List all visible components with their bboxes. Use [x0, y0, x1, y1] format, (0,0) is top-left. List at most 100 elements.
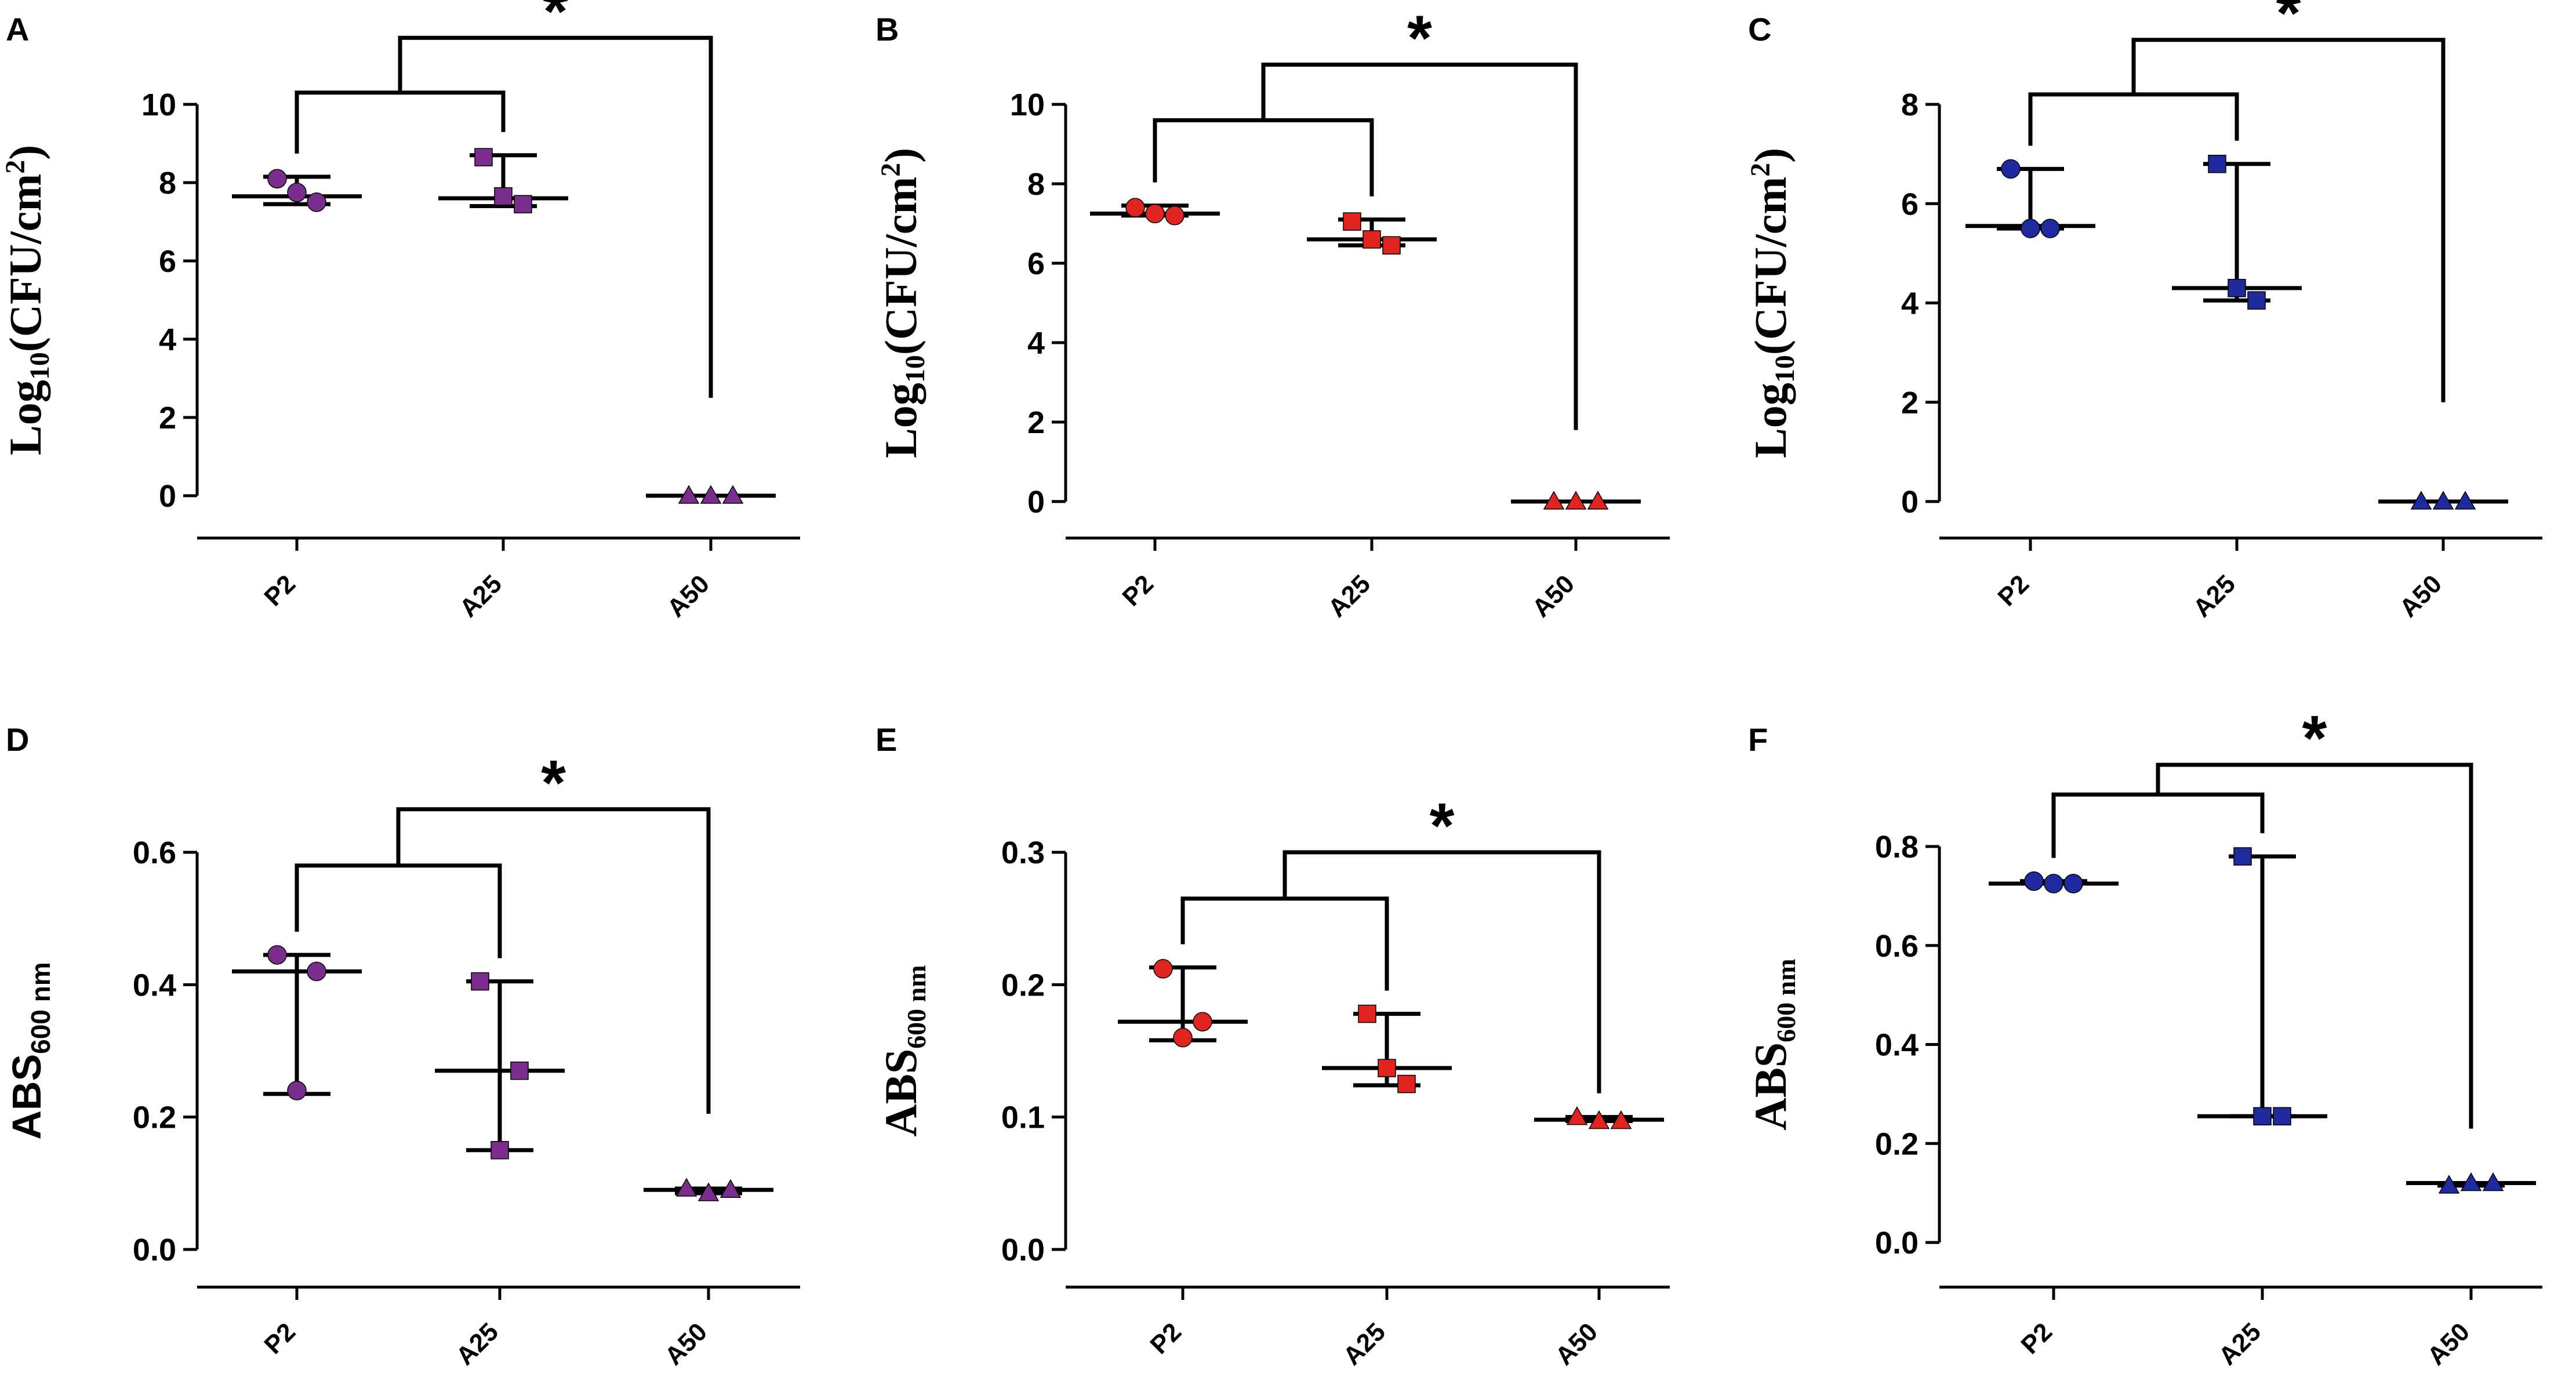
data-point-a25 — [2273, 1107, 2291, 1126]
y-tick-label: 0.6 — [133, 835, 176, 870]
panel-letter: B — [875, 11, 899, 48]
y-tick-label: 0.2 — [1875, 1127, 1919, 1161]
data-point-p2 — [1125, 198, 1145, 217]
data-point-a25 — [1382, 236, 1401, 255]
data-point-a50 — [2438, 1175, 2460, 1194]
data-point-a50 — [720, 1179, 742, 1198]
y-axis-title: Log10(CFU/cm2) — [1745, 148, 1800, 459]
data-point-a25 — [2247, 291, 2266, 310]
y-tick-label: 2 — [159, 401, 176, 435]
data-point-a50 — [722, 485, 744, 504]
bracket-group-a50 — [2156, 762, 2473, 1129]
y-tick-label: 0.3 — [1001, 835, 1045, 870]
data-point-p2 — [2063, 874, 2083, 893]
y-tick-label: 0.6 — [1875, 929, 1919, 964]
y-axis-title: ABS600 nm — [4, 962, 56, 1139]
data-point-a50 — [2454, 491, 2476, 510]
y-tick-label: 8 — [159, 166, 176, 201]
bracket-group-a50 — [2131, 38, 2446, 402]
data-point-p2 — [2024, 871, 2044, 891]
data-point-p2 — [307, 961, 326, 982]
data-point-a25 — [491, 1141, 509, 1160]
data-point-p2 — [307, 192, 326, 212]
y-axis-title: Log10(CFU/cm2) — [875, 148, 931, 459]
panel-letter: D — [6, 721, 29, 758]
y-tick-label: 0.0 — [1875, 1226, 1919, 1260]
y-axis-title: ABS600 nm — [875, 965, 931, 1136]
significance-star: * — [2276, 0, 2301, 49]
data-point-a25 — [2253, 1107, 2272, 1126]
data-point-p2 — [2021, 219, 2040, 238]
data-point-p2 — [1165, 206, 1185, 226]
y-tick-label: 8 — [1027, 167, 1045, 202]
data-point-a50 — [675, 1178, 697, 1197]
data-point-a25 — [510, 1062, 529, 1080]
data-point-a50 — [1566, 1106, 1588, 1125]
data-point-a50 — [697, 1182, 720, 1201]
bracket-group-a50 — [398, 35, 713, 398]
data-point-p2 — [1145, 204, 1165, 224]
data-point-a25 — [2208, 155, 2226, 173]
y-tick-label: 0.4 — [1875, 1028, 1919, 1063]
data-point-p2 — [287, 1081, 307, 1100]
y-tick-label: 2 — [1027, 405, 1045, 440]
data-point-a25 — [2228, 279, 2246, 297]
data-point-a25 — [2233, 847, 2252, 866]
y-tick-label: 2 — [1901, 386, 1919, 420]
y-tick-label: 0.8 — [1875, 830, 1919, 864]
data-point-a50 — [1543, 491, 1565, 510]
y-tick-label: 0.4 — [133, 968, 176, 1002]
y-tick-label: 0.2 — [133, 1100, 176, 1135]
data-point-a25 — [1343, 212, 1361, 231]
y-tick-label: 0.0 — [133, 1233, 176, 1267]
data-point-a50 — [2410, 491, 2432, 510]
panel-letter: F — [1748, 721, 1768, 758]
significance-star: * — [543, 0, 568, 47]
data-point-a25 — [1363, 230, 1381, 249]
y-tick-label: 0.2 — [1001, 968, 1045, 1002]
y-tick-label: 6 — [1027, 246, 1045, 281]
y-axis-title: ABS600 nm — [1745, 958, 1801, 1130]
data-point-p2 — [1173, 1027, 1193, 1048]
y-tick-label: 4 — [1027, 326, 1045, 361]
y-tick-label: 0 — [1027, 485, 1045, 519]
data-point-p2 — [2001, 159, 2021, 179]
panel-letter: A — [6, 11, 29, 48]
bracket-group-a50 — [1282, 850, 1601, 1093]
data-point-a25 — [1358, 1004, 1376, 1023]
data-point-a50 — [2432, 491, 2454, 510]
data-point-p2 — [287, 183, 307, 202]
data-point-a50 — [1565, 491, 1587, 510]
significance-star: * — [2302, 703, 2327, 774]
data-point-p2 — [2044, 874, 2063, 893]
data-point-p2 — [2040, 219, 2060, 238]
panel-letter: E — [875, 721, 897, 758]
significance-star: * — [1430, 790, 1455, 862]
data-point-a25 — [514, 195, 532, 213]
data-point-p2 — [267, 169, 287, 188]
data-point-a50 — [1587, 491, 1609, 510]
y-tick-label: 6 — [1901, 187, 1919, 221]
data-point-a25 — [1378, 1059, 1396, 1077]
bracket-group-a50 — [396, 807, 711, 1114]
y-tick-label: 0 — [1901, 485, 1919, 519]
data-point-a50 — [2482, 1172, 2504, 1191]
y-tick-label: 4 — [1901, 286, 1919, 321]
data-point-p2 — [1193, 1012, 1212, 1032]
data-point-a50 — [1588, 1110, 1610, 1129]
y-tick-label: 8 — [1901, 88, 1919, 122]
significance-star: * — [1407, 3, 1432, 74]
significance-star: * — [541, 747, 566, 819]
data-point-a25 — [474, 148, 493, 166]
data-point-a50 — [2460, 1172, 2482, 1191]
data-point-p2 — [267, 945, 287, 965]
y-tick-label: 10 — [141, 88, 176, 122]
y-tick-label: 6 — [159, 244, 176, 279]
y-tick-label: 10 — [1010, 88, 1045, 122]
y-tick-label: 0.0 — [1001, 1233, 1045, 1267]
bracket-group-a50 — [1261, 63, 1578, 430]
panel-letter: C — [1748, 11, 1771, 48]
y-tick-label: 4 — [159, 322, 176, 357]
